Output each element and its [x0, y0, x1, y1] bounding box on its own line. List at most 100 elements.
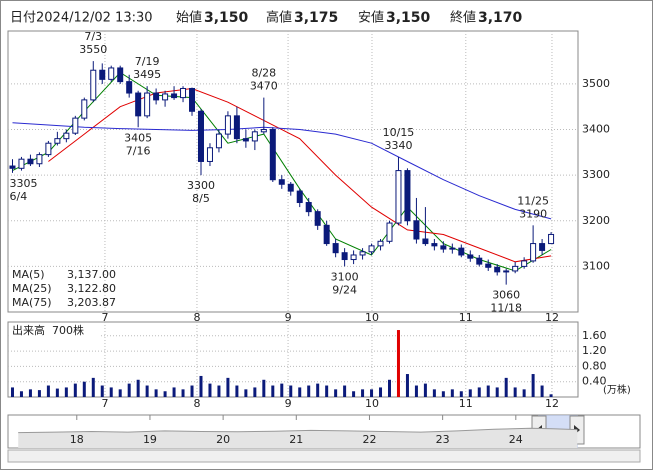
header-label: 安値: [358, 10, 384, 26]
annotation-value: 3405: [124, 131, 152, 144]
candle-body: [485, 263, 492, 268]
candle-body: [117, 67, 124, 83]
volume-bar: [82, 381, 86, 397]
volume-bar: [495, 387, 499, 397]
volume-bar: [477, 387, 481, 397]
volume-bar: [271, 385, 275, 397]
candle-body: [305, 202, 312, 213]
x-tick-label: 21: [289, 433, 303, 446]
annotation-date: 11/25: [517, 194, 549, 207]
legend-name: MA(5): [12, 268, 45, 281]
volume-bar: [262, 379, 266, 397]
candle-body: [449, 247, 456, 250]
candle-body: [153, 92, 160, 101]
volume-bar: [531, 374, 535, 397]
volume-bar: [513, 387, 517, 397]
ma-line: [12, 122, 552, 220]
candle-body: [494, 266, 501, 273]
candle-body: [440, 245, 447, 250]
candle-body: [180, 87, 187, 99]
volume-bar: [109, 387, 113, 397]
volume-bar: [432, 389, 436, 397]
ma-line: [12, 71, 552, 272]
candle-body: [144, 92, 151, 117]
header-value: 3,150: [386, 10, 431, 26]
candle-body: [422, 238, 429, 245]
candle-body: [386, 222, 393, 242]
header: 日付 2024/12/02 13:30: [10, 11, 153, 26]
volume-bar: [73, 383, 77, 397]
candle-body: [431, 243, 438, 247]
y-tick-label: 1.60: [582, 329, 607, 342]
annotation-value: 3470: [250, 80, 278, 93]
annotation-date: 8/28: [251, 67, 276, 80]
candle-body: [296, 190, 303, 204]
annotation-date: 6/4: [9, 190, 27, 203]
volume-bar: [100, 385, 104, 397]
volume-bar: [154, 389, 158, 397]
annotation-value: 3305: [9, 177, 37, 190]
volume-bar: [343, 385, 347, 397]
legend-value: 3,122.80: [67, 282, 116, 295]
x-tick-label: 7: [101, 311, 108, 324]
x-tick-label: 23: [436, 433, 450, 446]
legend-name: MA(75): [12, 296, 52, 309]
candle-body: [269, 129, 276, 181]
volume-bar: [370, 389, 374, 397]
volume-bar: [235, 385, 239, 397]
candle-body: [332, 243, 339, 254]
x-tick-label: 18: [70, 433, 84, 446]
annotation-value: 3495: [133, 68, 161, 81]
volume-bar: [307, 385, 311, 397]
y-tick-label: 3100: [582, 259, 610, 272]
scrollbar[interactable]: [7, 449, 641, 463]
volume-bar: [37, 390, 41, 397]
x-tick-label: 7: [101, 397, 108, 410]
annotation-value: 3190: [519, 207, 547, 220]
x-tick-label: 20: [216, 433, 230, 446]
volume-bar: [10, 387, 14, 397]
volume-bar: [253, 387, 257, 397]
volume-bar: [217, 385, 221, 397]
annotation-date: 11/18: [490, 302, 522, 315]
navigator-line: [18, 427, 578, 434]
volume-bar: [163, 391, 167, 397]
legend-name: MA(25): [12, 282, 52, 295]
volume-bar: [316, 383, 320, 397]
candle-body: [287, 183, 294, 192]
candle-body: [395, 170, 402, 224]
volume-bar: [208, 383, 212, 397]
candle-body: [314, 211, 321, 226]
y-tick-label: 0.40: [582, 375, 607, 388]
candle-body: [72, 117, 79, 134]
x-tick-label: 8: [193, 397, 200, 410]
volume-bar: [127, 383, 131, 397]
volume-bar: [19, 391, 23, 397]
x-tick-label: 12: [545, 397, 559, 410]
annotation-date: 10/15: [383, 126, 415, 139]
volume-bar: [334, 389, 338, 397]
candle-body: [197, 110, 204, 162]
volume-bar: [91, 377, 95, 397]
date-label: 日付: [10, 11, 36, 26]
annotation-value: 3100: [331, 270, 359, 283]
volume-bar: [226, 377, 230, 397]
volume-bar: [190, 385, 194, 397]
candle-body: [323, 224, 330, 245]
volume-title: 出来高: [12, 323, 45, 337]
y-tick-label: 3400: [582, 123, 610, 136]
x-tick-label: 22: [362, 433, 376, 446]
header-label: 高値: [266, 10, 292, 26]
navigator-area: [18, 428, 578, 448]
candle-body: [215, 133, 222, 149]
candle-body: [377, 240, 384, 247]
candle-body: [548, 233, 555, 245]
candle-body: [368, 245, 375, 253]
candle-body: [126, 81, 133, 94]
candle-body: [467, 254, 474, 259]
candle-body: [189, 87, 196, 112]
annotation-value: 3550: [79, 43, 107, 56]
candle-body: [350, 254, 357, 261]
volume-bar: [423, 383, 427, 397]
volume-bar: [522, 389, 526, 397]
